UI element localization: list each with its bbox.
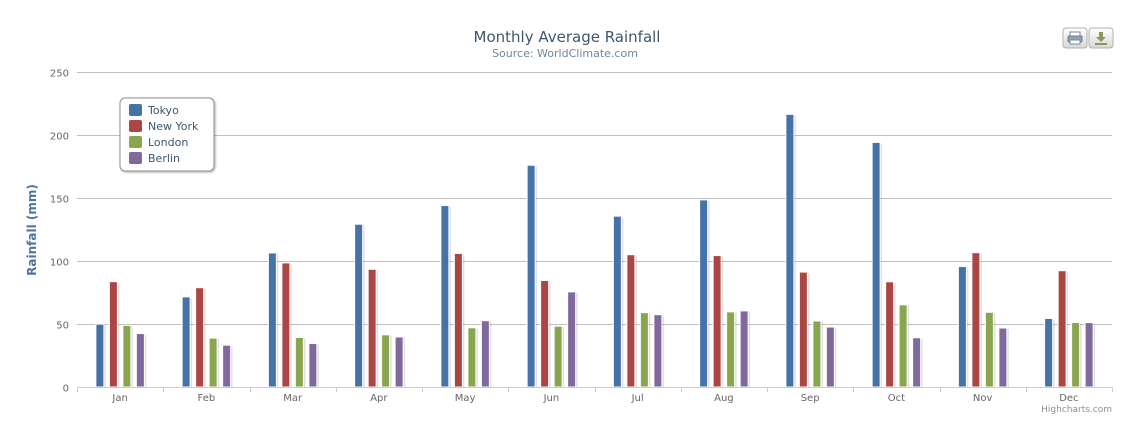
bar-new-york[interactable]: [626, 254, 636, 388]
x-tick-label: Apr: [370, 393, 388, 404]
bar-tokyo[interactable]: [440, 205, 450, 388]
bar-tokyo[interactable]: [785, 113, 795, 388]
bar-london[interactable]: [639, 312, 649, 388]
x-tick-label: May: [455, 393, 476, 404]
bar-new-york[interactable]: [453, 252, 463, 388]
download-icon: [1095, 32, 1107, 45]
bar-tokyo[interactable]: [526, 164, 536, 388]
x-tick-label: Mar: [283, 393, 303, 404]
chart-subtitle: Source: WorldClimate.com: [492, 47, 638, 60]
x-tick-label: Dec: [1059, 393, 1078, 404]
bar-new-york[interactable]: [540, 280, 550, 388]
bar-tokyo[interactable]: [95, 323, 105, 388]
bar-new-york[interactable]: [971, 252, 981, 388]
x-tick-label: Feb: [198, 393, 216, 404]
bar-tokyo[interactable]: [957, 266, 967, 388]
bar-tokyo[interactable]: [699, 199, 709, 388]
legend-box: [119, 97, 215, 172]
bar-berlin[interactable]: [653, 314, 663, 388]
bar-london[interactable]: [984, 311, 994, 388]
bar-new-york[interactable]: [281, 262, 291, 388]
bar-berlin[interactable]: [1084, 322, 1094, 388]
legend-item-label[interactable]: Tokyo: [147, 104, 179, 117]
bar-new-york[interactable]: [798, 271, 808, 388]
chart-title: Monthly Average Rainfall: [474, 28, 661, 46]
bars: [95, 113, 1096, 388]
bar-berlin[interactable]: [394, 336, 404, 388]
bar-tokyo[interactable]: [871, 141, 881, 388]
bar-tokyo[interactable]: [267, 252, 277, 388]
bar-berlin[interactable]: [739, 310, 749, 388]
printer-icon: [1067, 31, 1083, 45]
legend-item-label[interactable]: New York: [148, 120, 199, 133]
legend-swatch: [129, 136, 142, 148]
bar-london[interactable]: [381, 334, 391, 388]
bar-london[interactable]: [294, 336, 304, 388]
bar-london[interactable]: [812, 320, 822, 388]
y-tick-label: 200: [50, 132, 69, 143]
x-tick-label: Jul: [631, 393, 644, 404]
bar-tokyo[interactable]: [181, 296, 191, 388]
export-button[interactable]: [1088, 27, 1114, 49]
legend-swatch: [129, 104, 142, 116]
y-axis-ticks: 0 50 100 150 200 250: [50, 69, 69, 395]
y-tick-label: 150: [50, 195, 69, 206]
x-tick-label: Nov: [973, 393, 993, 404]
x-tick-label: Oct: [888, 393, 905, 404]
bar-berlin[interactable]: [567, 291, 577, 388]
bar-london[interactable]: [1071, 321, 1081, 388]
x-axis: Jan Feb Mar Apr May Jun Jul Aug Sep Oct Nov Dec: [77, 387, 1113, 404]
y-tick-label: 50: [56, 321, 69, 332]
bar-berlin[interactable]: [998, 327, 1008, 388]
legend-swatch: [129, 152, 142, 164]
y-tick-label: 0: [63, 384, 69, 395]
bar-london[interactable]: [122, 324, 132, 388]
x-tick-label: Jan: [111, 393, 127, 404]
y-tick-label: 100: [50, 258, 69, 269]
bar-tokyo[interactable]: [612, 215, 622, 388]
x-tick-label: Aug: [714, 393, 734, 404]
bar-new-york[interactable]: [367, 268, 377, 388]
bar-london[interactable]: [726, 311, 736, 388]
bar-new-york[interactable]: [885, 281, 895, 388]
bar-berlin[interactable]: [480, 320, 490, 388]
y-axis-label: Rainfall (mm): [25, 184, 39, 276]
bar-berlin[interactable]: [308, 343, 318, 388]
bar-tokyo[interactable]: [1044, 317, 1054, 388]
bar-berlin[interactable]: [825, 326, 835, 388]
bar-london[interactable]: [553, 325, 563, 388]
bar-new-york[interactable]: [108, 281, 118, 388]
legend-item-label[interactable]: Berlin: [148, 152, 180, 165]
bar-berlin[interactable]: [135, 333, 145, 388]
bar-london[interactable]: [208, 337, 218, 388]
bar-tokyo[interactable]: [354, 223, 364, 388]
bar-new-york[interactable]: [195, 287, 205, 388]
bar-new-york[interactable]: [1057, 270, 1067, 388]
legend-item-label[interactable]: London: [148, 136, 188, 149]
bar-berlin[interactable]: [912, 337, 922, 388]
y-tick-label: 250: [50, 69, 69, 80]
bar-berlin[interactable]: [222, 344, 232, 388]
x-tick-label: Sep: [801, 393, 820, 404]
bar-london[interactable]: [467, 327, 477, 388]
bar-london[interactable]: [898, 304, 908, 388]
legend[interactable]: Tokyo New York London Berlin: [119, 97, 215, 172]
print-button[interactable]: [1062, 27, 1088, 49]
x-tick-label: Jun: [543, 393, 560, 404]
credits[interactable]: Highcharts.com: [1041, 405, 1112, 415]
grid: [77, 72, 1112, 325]
legend-swatch: [129, 120, 142, 132]
bar-new-york[interactable]: [712, 255, 722, 388]
